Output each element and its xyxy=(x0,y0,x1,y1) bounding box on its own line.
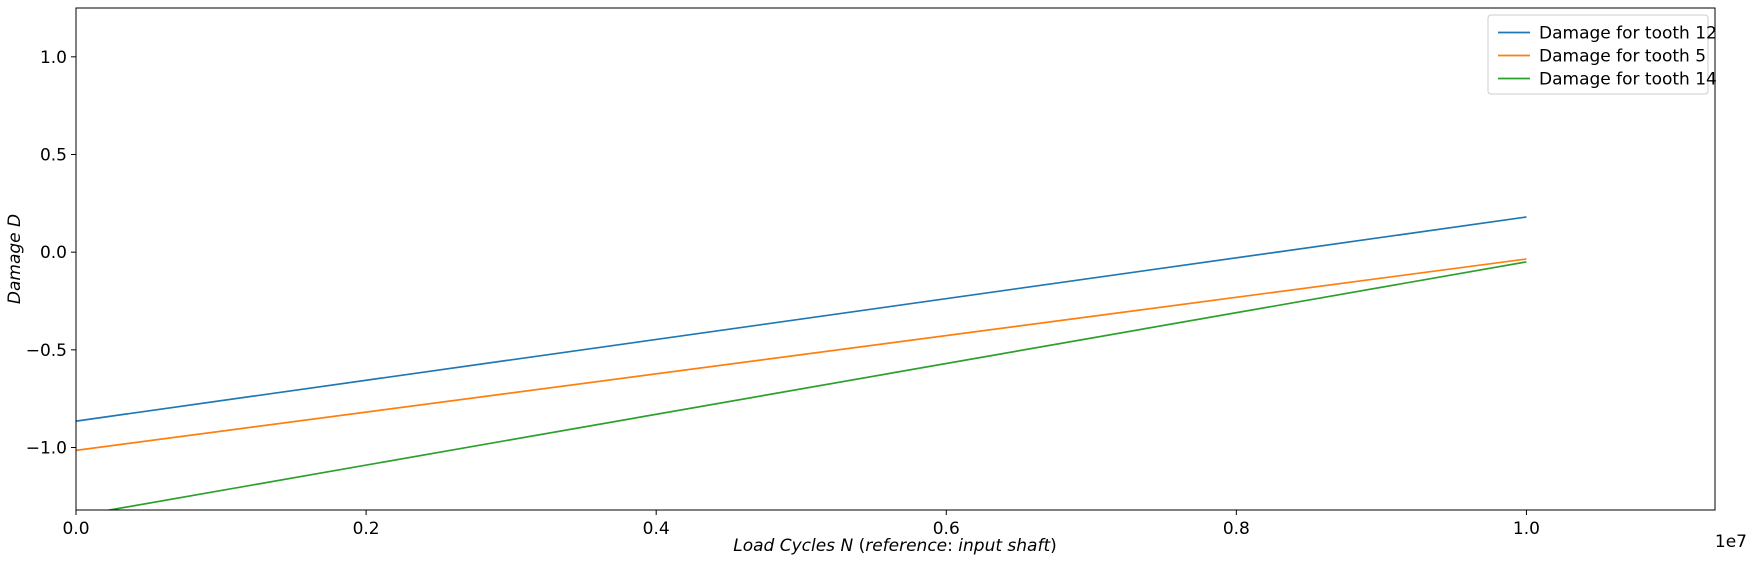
x-axis-label-part-6: input shaft xyxy=(958,536,1051,556)
y-axis-ticks: 1.0 0.5 0.0 −0.5 −1.0 xyxy=(26,48,76,458)
series-line-3 xyxy=(104,261,1527,510)
y-tick-label: 0.0 xyxy=(40,243,67,263)
legend: Damage for tooth 12 Damage for tooth 5 Dam… xyxy=(1487,14,1717,95)
x-tick-label: 0.0 xyxy=(62,519,89,539)
x-tick-label: 0.8 xyxy=(1223,519,1250,539)
y-tick-label: 1.0 xyxy=(40,48,67,68)
y-tick-label: 0.5 xyxy=(40,145,67,165)
x-axis-label-part-1: Load Cycles xyxy=(733,536,840,556)
x-tick-label: 0.6 xyxy=(933,519,960,539)
legend-frame xyxy=(1487,14,1709,95)
series-line-2 xyxy=(76,258,1527,452)
x-axis-label-part-7: ) xyxy=(1050,536,1057,556)
x-tick-label: 1.0 xyxy=(1513,519,1540,539)
plot-area xyxy=(76,8,1715,510)
series-layer xyxy=(76,216,1527,510)
legend-label-1: Damage for tooth 12 xyxy=(1539,24,1717,44)
x-axis-offset-label: 1e7 xyxy=(1715,532,1747,552)
x-axis-label: Load Cycles N (reference: input shaft) xyxy=(733,536,1057,556)
x-tick-label: 0.4 xyxy=(643,519,670,539)
y-tick-label: −1.0 xyxy=(26,438,67,458)
plot-frame xyxy=(75,7,1716,511)
legend-label-3: Damage for tooth 14 xyxy=(1539,70,1717,90)
y-tick-label: −0.5 xyxy=(26,341,67,361)
series-line-1 xyxy=(76,216,1527,422)
y-axis-label: Damage D xyxy=(5,214,25,304)
x-axis-label-part-2: N xyxy=(840,536,853,556)
x-axis-label-part-3: ( xyxy=(853,536,865,556)
x-tick-label: 0.2 xyxy=(353,519,380,539)
legend-label-2: Damage for tooth 5 xyxy=(1539,47,1706,67)
x-axis-ticks: 0.0 0.2 0.4 0.6 0.8 1.0 xyxy=(62,510,1540,539)
x-axis-label-part-4: reference xyxy=(865,536,947,556)
x-axis-label-part-5: : xyxy=(947,536,958,556)
